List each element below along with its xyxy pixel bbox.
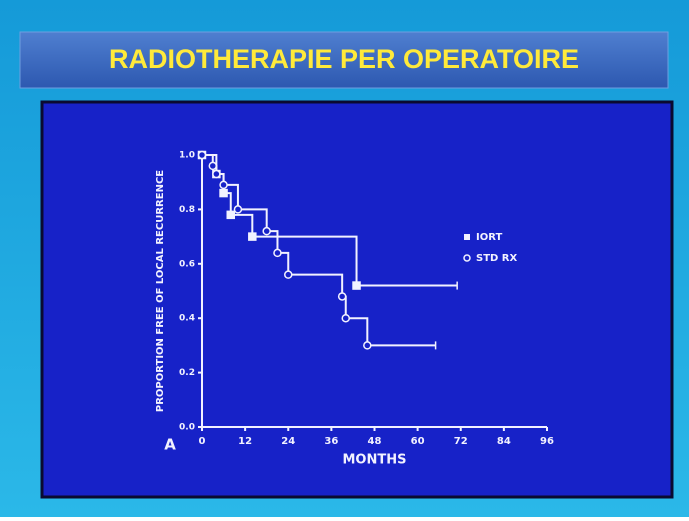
marker (208, 161, 218, 171)
y-tick-label: 0.8 (179, 205, 195, 215)
x-tick-label: 12 (238, 436, 252, 447)
y-tick-label: 0.0 (179, 423, 195, 433)
slide-title: RADIOTHERAPIE PER OPERATOIRE (109, 44, 579, 74)
x-tick-label: 36 (324, 436, 338, 447)
marker (226, 210, 235, 220)
y-axis-label: PROPORTION FREE OF LOCAL RECURRENCE (155, 170, 166, 412)
marker (352, 281, 361, 290)
y-tick-label: 0.4 (179, 314, 195, 324)
x-tick-label: 60 (411, 436, 425, 447)
y-tick-label: 0.2 (179, 368, 195, 378)
y-tick-label: 1.0 (179, 151, 195, 161)
x-tick-label: 72 (454, 436, 468, 447)
marker (219, 188, 228, 198)
x-tick-label: 24 (281, 436, 295, 447)
marker (363, 341, 372, 350)
panel-label: A (164, 436, 176, 454)
legend-label: IORT (476, 232, 502, 243)
marker (248, 232, 257, 241)
title-box (19, 31, 669, 89)
chart-photo (40, 100, 674, 499)
legend-marker (464, 234, 470, 240)
marker (197, 150, 207, 160)
x-tick-label: 96 (540, 436, 554, 447)
marker (219, 180, 228, 190)
marker (212, 169, 221, 179)
x-tick-label: 48 (368, 436, 382, 447)
marker (341, 313, 350, 323)
marker (273, 248, 282, 258)
marker (284, 270, 293, 279)
marker (233, 205, 243, 214)
x-tick-label: 84 (497, 436, 511, 447)
marker (262, 226, 271, 236)
legend-marker (463, 254, 471, 262)
legend-label: STD RX (476, 253, 518, 264)
plot: 0.0 0.2 0.4 0.6 0.8 1.0 0 12 24 36 48 60 72 84 96 MONTH… (155, 151, 554, 468)
x-axis-label: MONTHS (343, 453, 407, 468)
y-tick-label: 0.6 (179, 259, 195, 269)
x-tick-label: 0 (199, 436, 206, 447)
marker (337, 292, 347, 301)
